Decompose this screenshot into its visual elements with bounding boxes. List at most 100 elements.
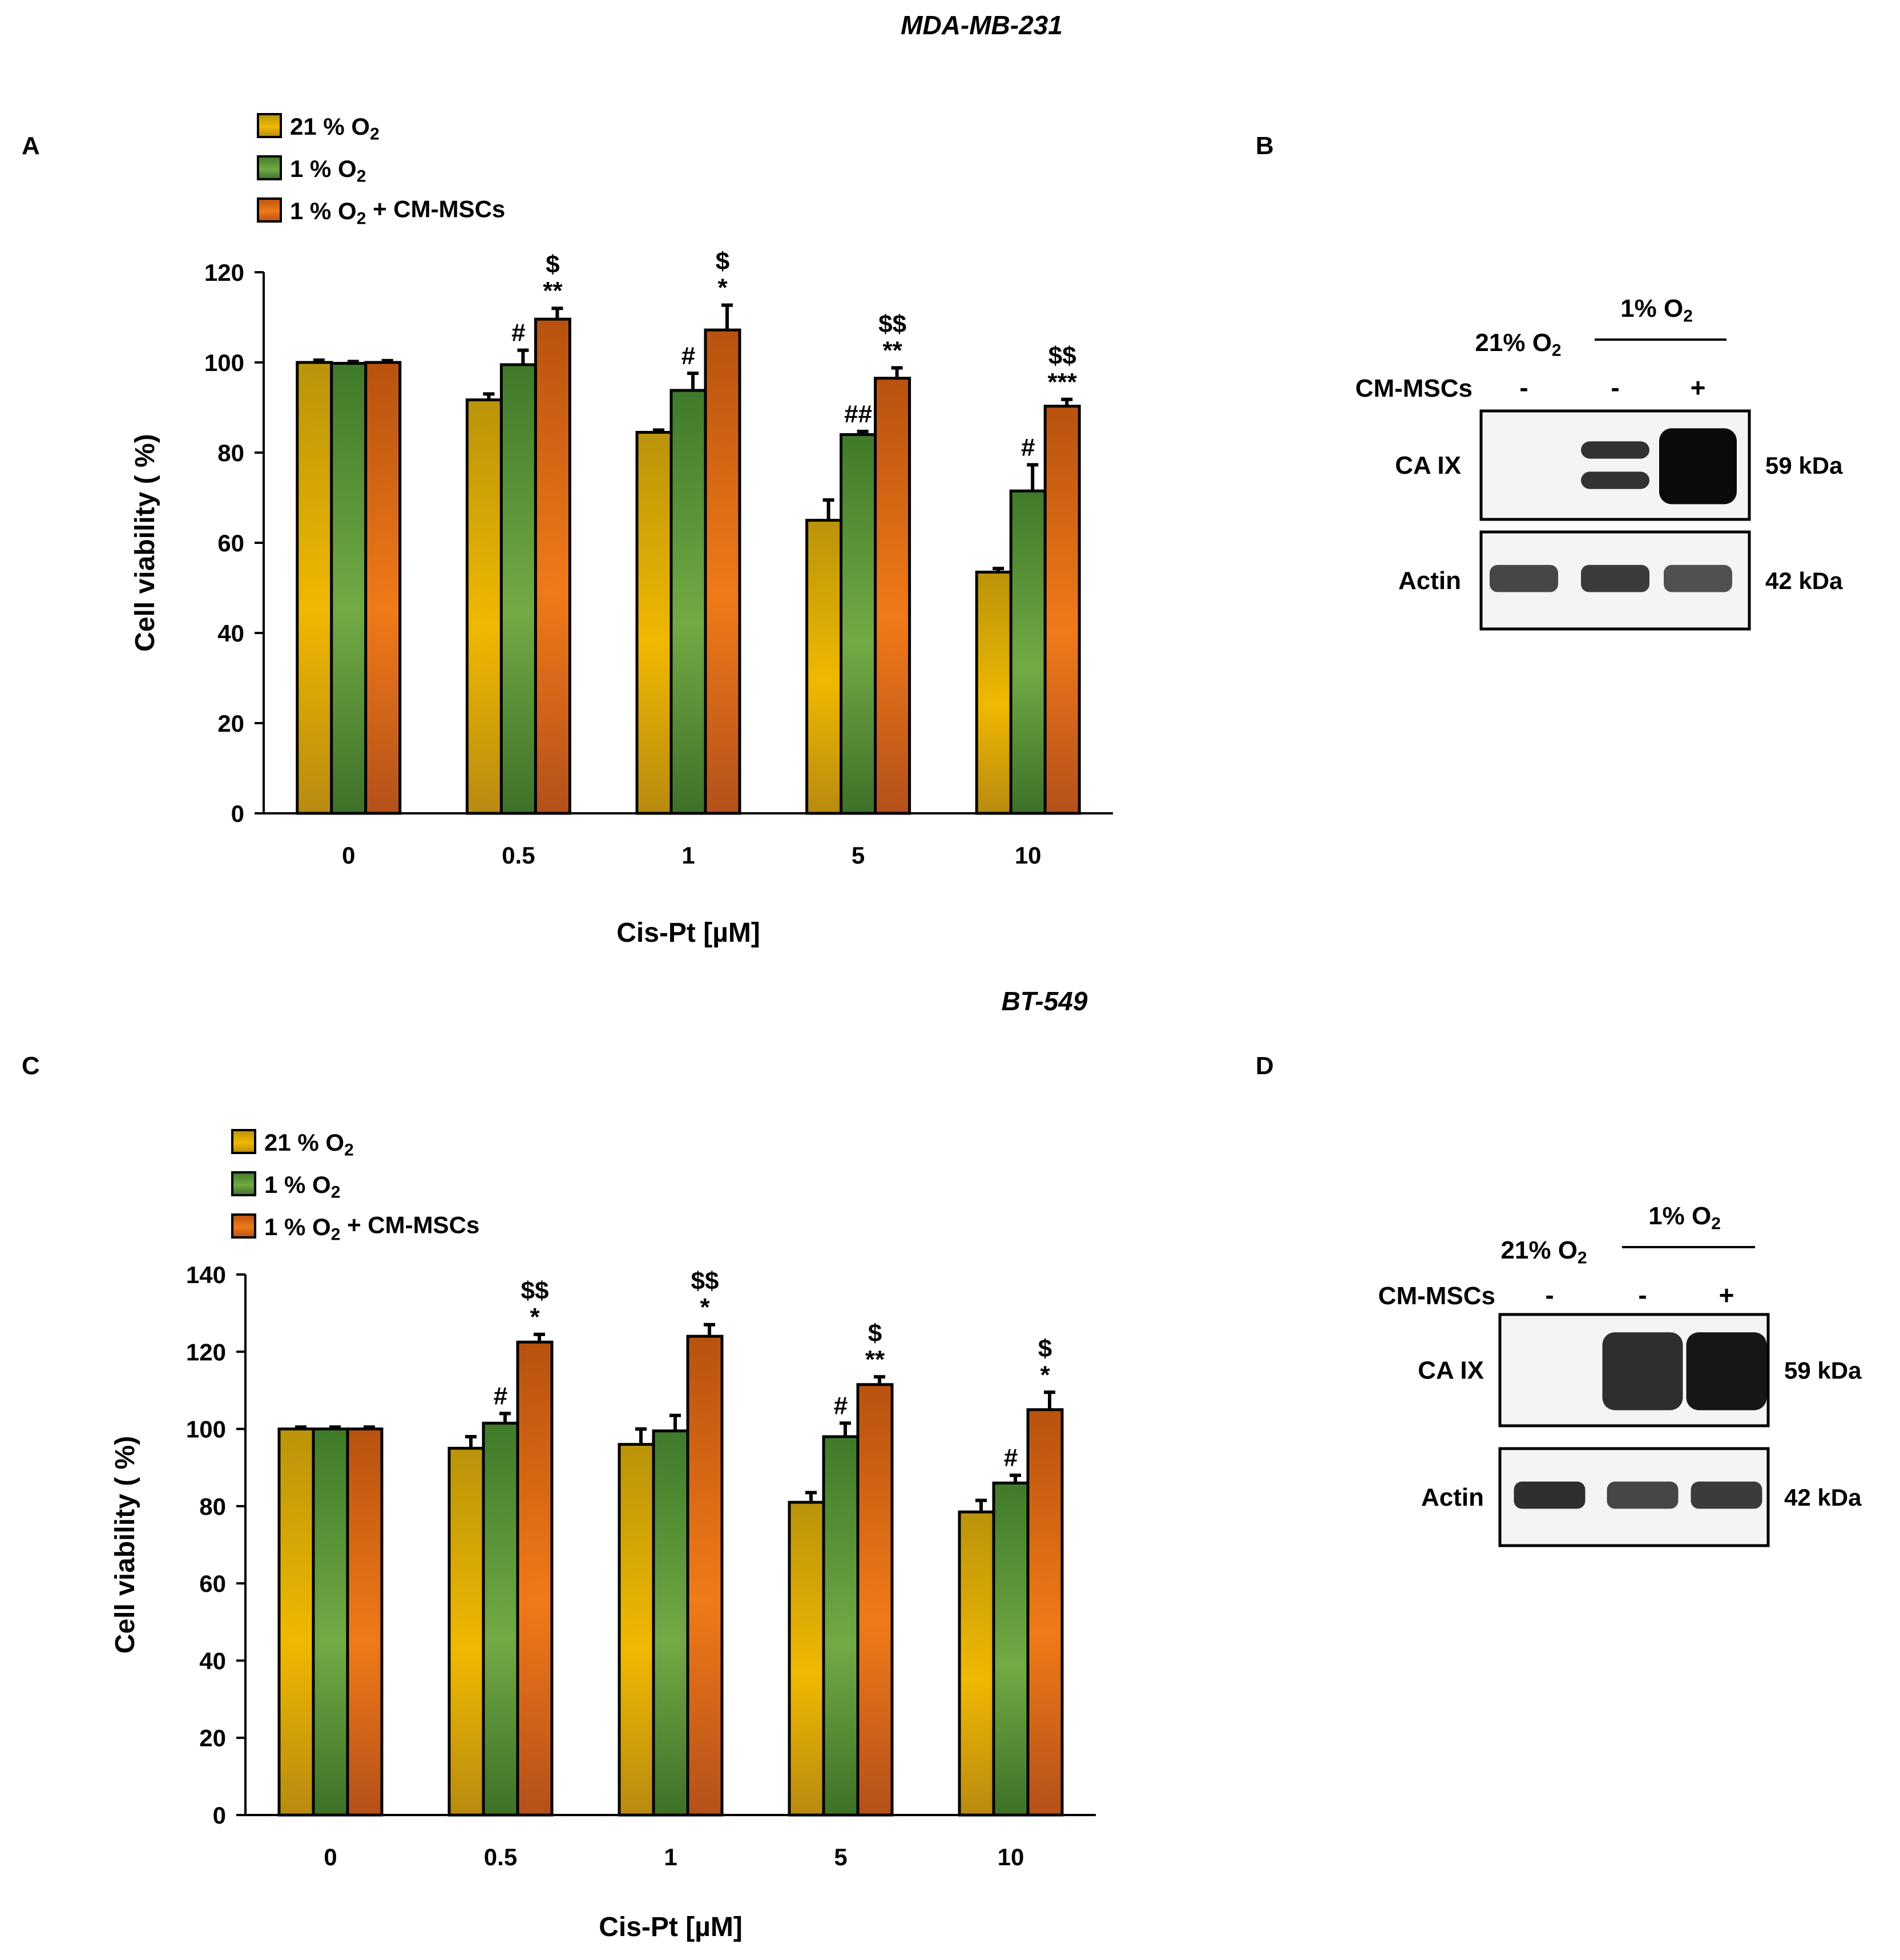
blot-band-label: CA IX — [1395, 451, 1461, 479]
bar — [296, 361, 333, 815]
legend-label: 21 % O2​ — [290, 113, 380, 143]
blot-band — [1490, 564, 1558, 592]
chart-c: 21 % O2​ 1 % O2​ 1 % O2​ + CM-MSCs Cell via… — [110, 1129, 1096, 1942]
x-tick-label: 10 — [1015, 842, 1042, 869]
blot-group-label: 1% O2​ — [1620, 295, 1693, 325]
x-tick-label: 5 — [852, 842, 865, 869]
bar — [958, 1510, 995, 1817]
legend-label: 1 % O2​ — [264, 1171, 340, 1201]
blot-row-label: CM-MSCs — [1378, 1282, 1495, 1310]
x-tick-label: 5 — [834, 1844, 847, 1870]
y-tick-label: 100 — [204, 349, 244, 376]
significance-label: ## — [844, 400, 872, 428]
legend-swatch — [231, 1129, 256, 1154]
x-axis-label: Cis-Pt [µM] — [616, 918, 760, 948]
blot-band-label: Actin — [1421, 1483, 1484, 1511]
bar — [635, 430, 673, 815]
bar — [992, 1481, 1030, 1817]
blot-lane-label: 21% O2​ — [1475, 329, 1561, 360]
significance-label: * — [700, 1293, 710, 1321]
significance-label: * — [1040, 1361, 1050, 1389]
blot-group-label: 1% O2​ — [1648, 1202, 1721, 1233]
significance-label: $$ — [1048, 342, 1076, 370]
significance-label: ** — [865, 1345, 885, 1373]
bar — [346, 1427, 384, 1817]
panel-label-d: D — [1256, 1052, 1274, 1080]
legend-label: 1 % O2​ — [290, 155, 366, 185]
bar — [482, 1421, 519, 1817]
significance-label: $ — [868, 1319, 882, 1347]
blot-band — [1514, 1481, 1586, 1509]
x-tick-label: 0 — [324, 1844, 337, 1870]
blot-lane-sign: + — [1691, 373, 1706, 402]
panel-label-c: C — [22, 1052, 40, 1080]
blot-lane-sign: + — [1719, 1280, 1734, 1310]
blot-band-label: Actin — [1398, 567, 1461, 595]
bar — [805, 519, 843, 815]
x-tick-label: 1 — [664, 1844, 677, 1870]
bar — [822, 1435, 860, 1817]
legend-swatch — [231, 1213, 256, 1239]
legend-label: 1 % O2​ + CM-MSCs — [290, 196, 505, 228]
y-tick-label: 120 — [204, 259, 244, 286]
significance-label: $ — [546, 251, 559, 279]
legend-label: 21 % O2​ — [264, 1129, 354, 1159]
significance-label: # — [511, 319, 525, 347]
significance-label: # — [1021, 433, 1035, 461]
bar — [1009, 489, 1047, 815]
legend-swatch — [257, 113, 282, 138]
bar — [975, 570, 1012, 815]
blot-weight-label: 59 kDa — [1784, 1357, 1862, 1384]
panel-label-a: A — [22, 132, 40, 160]
significance-label: ** — [882, 336, 902, 364]
significance-label: * — [717, 274, 728, 302]
significance-label: $$ — [878, 310, 906, 338]
blot-weight-label: 42 kDa — [1784, 1484, 1862, 1511]
blot-band — [1581, 471, 1649, 489]
y-tick-label: 100 — [186, 1416, 226, 1443]
blot-weight-label: 42 kDa — [1765, 567, 1843, 594]
y-tick-label: 60 — [217, 530, 244, 556]
y-tick-label: 60 — [199, 1570, 226, 1597]
x-tick-label: 10 — [998, 1844, 1024, 1870]
blot-band — [1607, 1481, 1679, 1509]
y-axis-label: Cell viability ( %) — [130, 434, 160, 651]
significance-label: # — [834, 1392, 848, 1419]
blot-weight-label: 59 kDa — [1765, 452, 1843, 479]
y-tick-label: 20 — [199, 1725, 226, 1752]
bar — [704, 328, 741, 815]
blot-row-label: CM-MSCs — [1356, 374, 1473, 402]
y-tick-label: 40 — [217, 620, 244, 647]
y-tick-label: 140 — [186, 1261, 226, 1288]
chart-a: 21 % O2​ 1 % O2​ 1 % O2​ + CM-MSCs Cell via… — [130, 113, 1113, 948]
bar — [499, 363, 537, 815]
blot-band — [1686, 1332, 1767, 1410]
y-tick-label: 40 — [199, 1647, 226, 1674]
bar — [364, 361, 402, 815]
bar — [277, 1427, 315, 1817]
blot-lane-sign: - — [1545, 1280, 1554, 1310]
blot-band — [1581, 564, 1649, 592]
bar — [447, 1446, 485, 1817]
legend-label: 1 % O2​ + CM-MSCs — [264, 1212, 479, 1244]
blot-band — [1691, 1481, 1762, 1509]
y-tick-label: 80 — [199, 1493, 226, 1520]
significance-label: # — [681, 342, 695, 370]
significance-label: $ — [716, 248, 729, 276]
bar — [652, 1429, 689, 1817]
y-axis-label: Cell viability ( %) — [110, 1436, 140, 1654]
blot-lane-sign: - — [1611, 373, 1619, 402]
bar — [788, 1501, 825, 1817]
significance-label: $$ — [691, 1267, 719, 1295]
significance-label: $ — [1038, 1334, 1052, 1362]
blot-band — [1581, 441, 1649, 459]
bar — [1026, 1408, 1064, 1817]
blot-band — [1659, 428, 1737, 505]
bar — [856, 1383, 894, 1817]
blot-lane-label: 21% O2​ — [1500, 1236, 1587, 1267]
bar — [312, 1427, 349, 1817]
y-tick-label: 0 — [231, 800, 244, 827]
significance-label: *** — [1048, 368, 1078, 396]
significance-label: ** — [543, 277, 563, 305]
x-axis-label: Cis-Pt [µM] — [599, 1912, 743, 1942]
